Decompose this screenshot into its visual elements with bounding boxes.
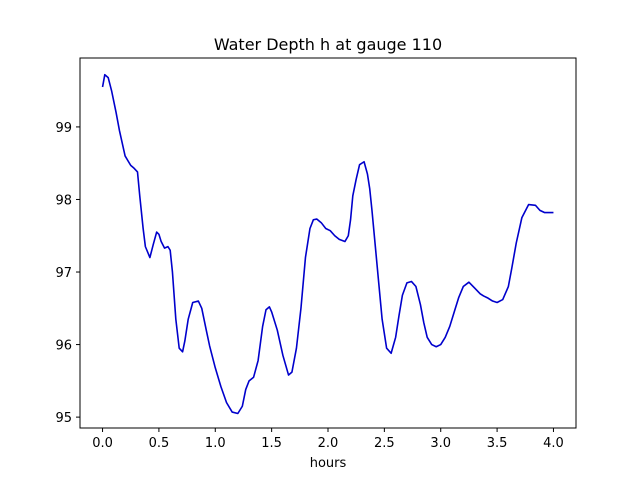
chart-title: Water Depth h at gauge 110 xyxy=(214,35,442,54)
y-axis: 95 96 97 98 99 xyxy=(55,121,80,426)
y-tick-label: 99 xyxy=(55,121,72,136)
y-tick-label: 96 xyxy=(55,339,72,354)
series-line-0 xyxy=(101,73,554,415)
x-tick-label: 1.5 xyxy=(261,436,282,451)
x-tick-label: 3.0 xyxy=(430,436,451,451)
x-tick-label: 2.5 xyxy=(374,436,395,451)
y-tick-label: 97 xyxy=(55,266,72,281)
x-tick-label: 2.0 xyxy=(318,436,339,451)
x-tick-label: 3.5 xyxy=(487,436,508,451)
plot-area xyxy=(101,73,554,415)
x-axis-label: hours xyxy=(310,456,347,471)
x-axis: 0.0 0.5 1.0 1.5 2.0 2.5 3.0 3.5 4.0 xyxy=(92,428,564,451)
x-tick-label: 0.5 xyxy=(149,436,170,451)
x-tick-label: 1.0 xyxy=(205,436,226,451)
x-tick-label: 4.0 xyxy=(543,436,564,451)
y-tick-label: 98 xyxy=(55,193,72,208)
y-tick-label: 95 xyxy=(55,411,72,426)
x-tick-label: 0.0 xyxy=(92,436,113,451)
